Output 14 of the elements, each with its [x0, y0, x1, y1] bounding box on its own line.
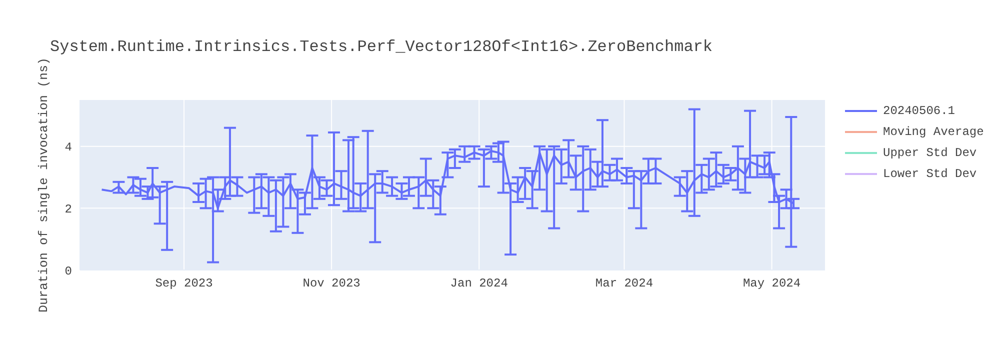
x-tick-label: Sep 2023 [155, 276, 213, 291]
chart-title: System.Runtime.Intrinsics.Tests.Perf_Vector128Of<Int16>.ZeroBenchmark [50, 38, 713, 56]
x-tick-label: Mar 2024 [595, 276, 654, 291]
y-tick-label: 4 [64, 140, 72, 155]
legend-label: Lower Std Dev [883, 166, 977, 180]
x-tick-label: Jan 2024 [450, 276, 508, 291]
legend-label: 20240506.1 [883, 104, 956, 118]
x-tick-label: May 2024 [742, 276, 801, 291]
legend-label: Moving Average [883, 124, 984, 138]
legend-label: Upper Std Dev [883, 146, 977, 160]
y-tick-label: 2 [64, 202, 72, 216]
x-tick-label: Nov 2023 [302, 276, 360, 291]
y-axis-title: Duration of single invocation (ns) [37, 57, 51, 313]
y-tick-label: 0 [64, 264, 72, 278]
